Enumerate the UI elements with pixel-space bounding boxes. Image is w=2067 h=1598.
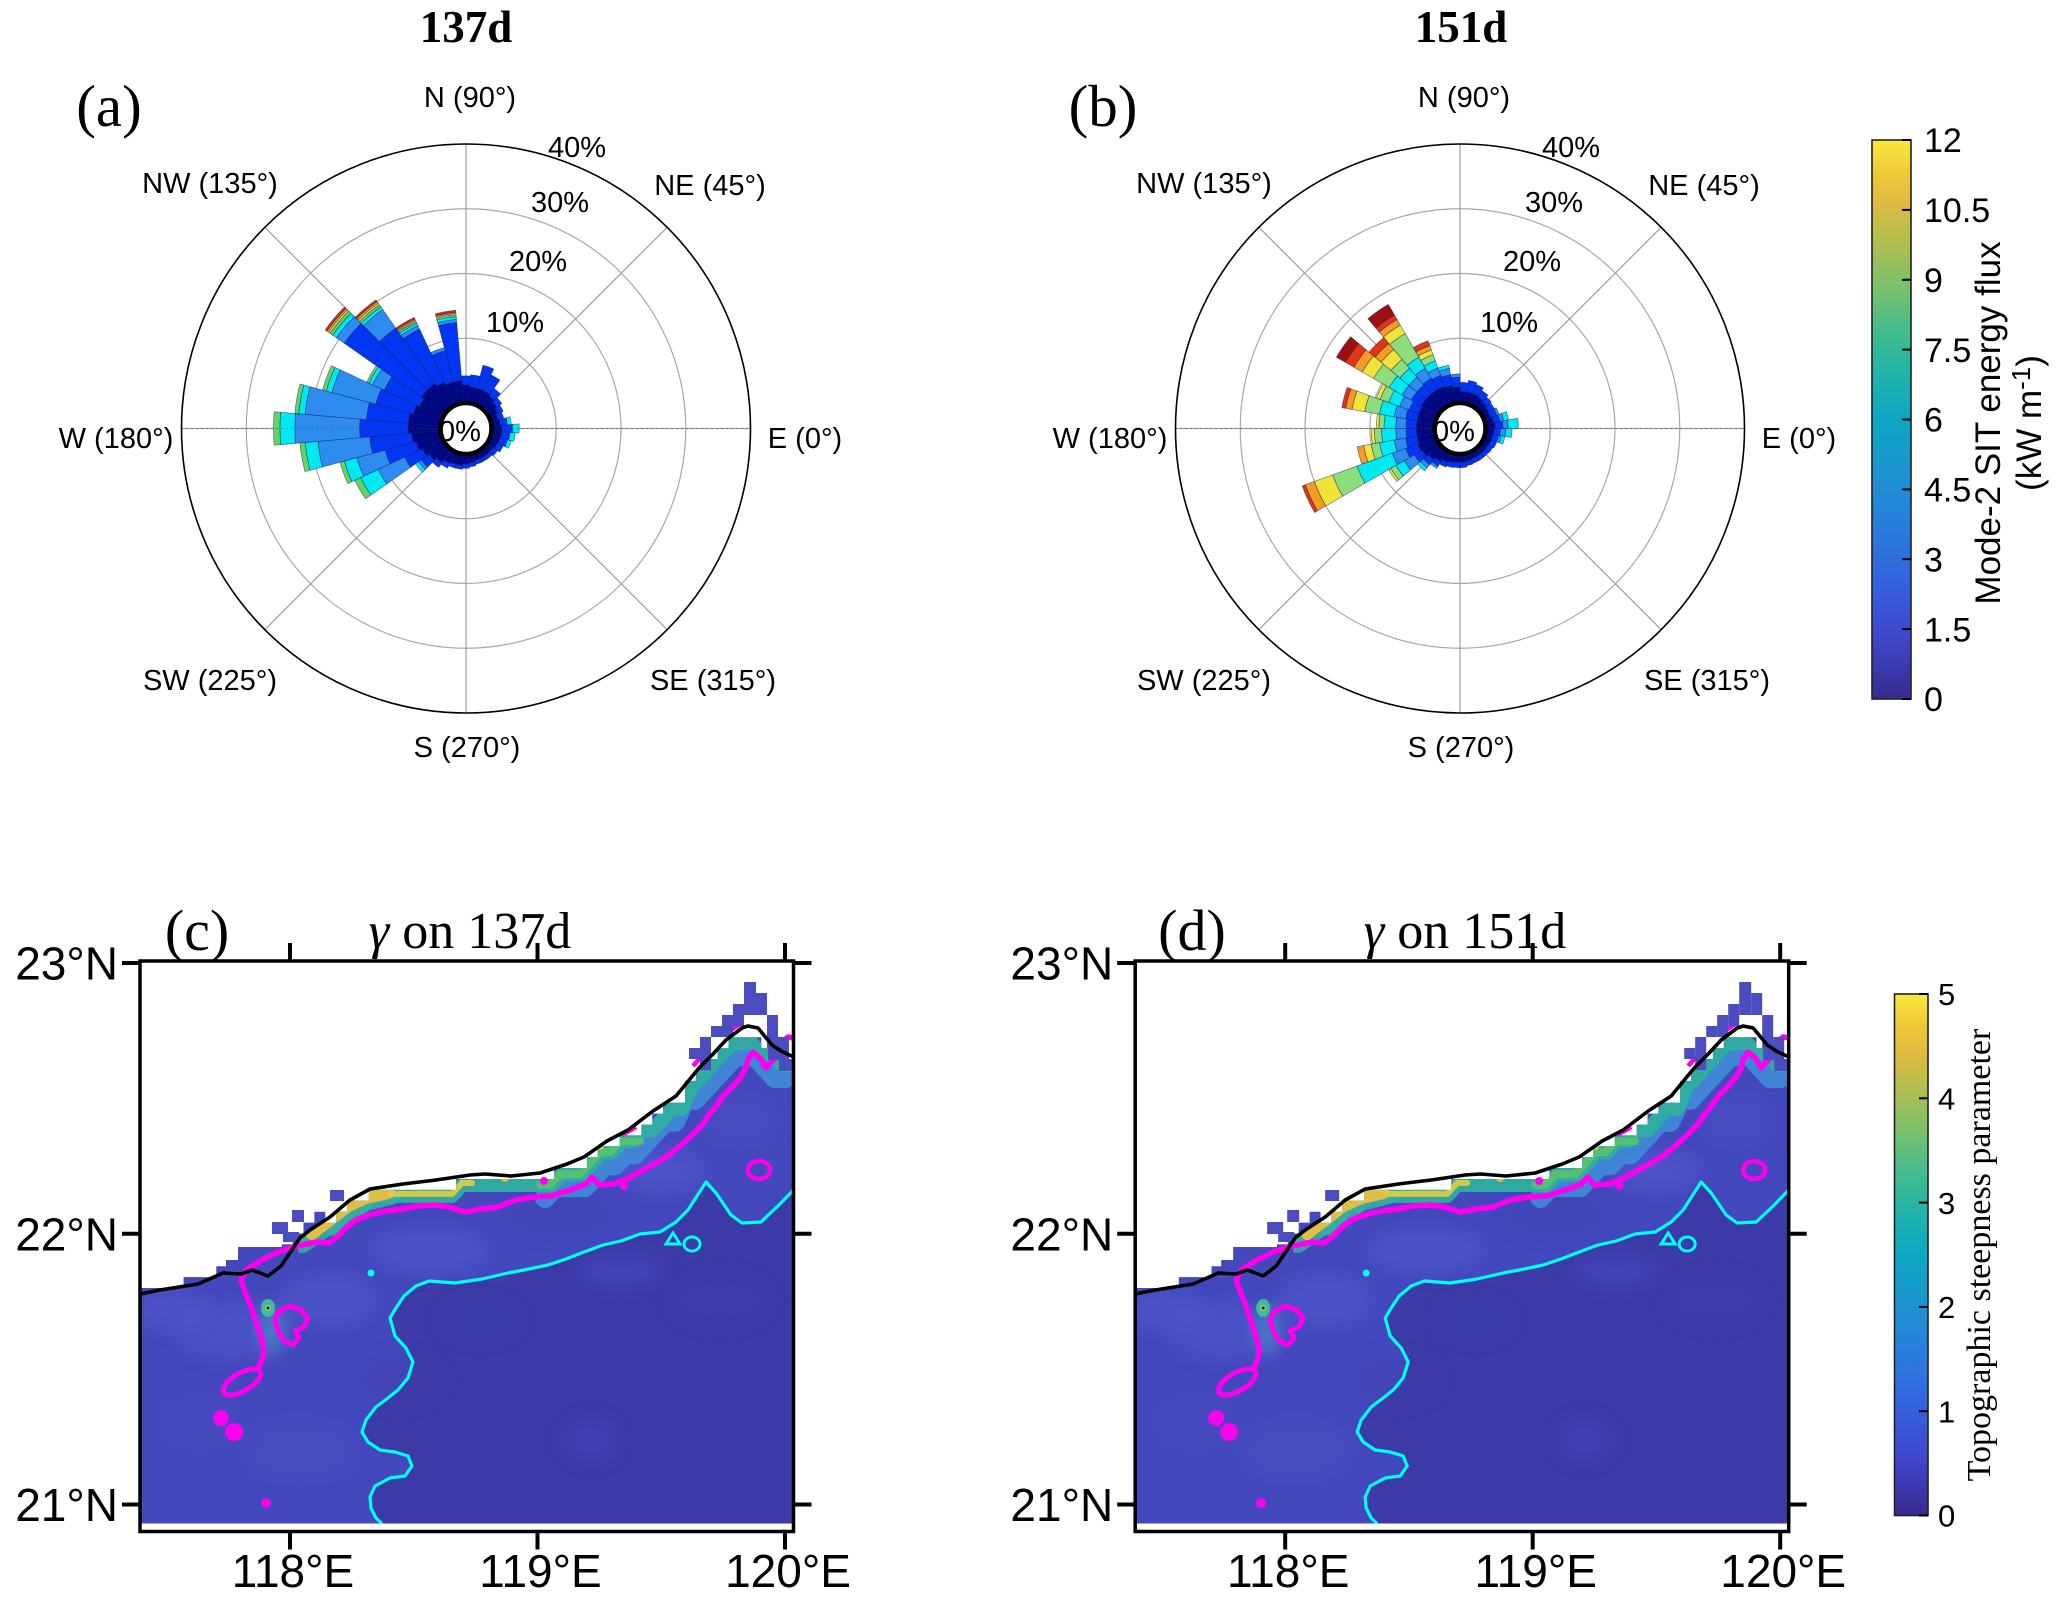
svg-text:SE (315°): SE (315°) xyxy=(1644,665,1770,697)
svg-text:0: 0 xyxy=(1924,681,1943,719)
svg-text:20%: 20% xyxy=(509,246,567,278)
svg-text:4: 4 xyxy=(1938,1082,1955,1117)
svg-text:SE (315°): SE (315°) xyxy=(650,665,776,697)
svg-text:N (90°): N (90°) xyxy=(1418,82,1510,114)
svg-text:1: 1 xyxy=(1938,1394,1955,1429)
svg-text:1.5: 1.5 xyxy=(1924,611,1971,649)
svg-text:21°N: 21°N xyxy=(1010,1479,1113,1531)
svg-text:NW (135°): NW (135°) xyxy=(142,168,278,200)
svg-text:7.5: 7.5 xyxy=(1924,332,1971,370)
svg-text:SW (225°): SW (225°) xyxy=(1137,665,1271,697)
svg-text:0%: 0% xyxy=(439,416,481,448)
svg-text:3: 3 xyxy=(1938,1186,1955,1221)
svg-text:4.5: 4.5 xyxy=(1924,472,1971,510)
svg-text:E (0°): E (0°) xyxy=(768,423,842,455)
svg-text:22°N: 22°N xyxy=(1010,1208,1113,1260)
svg-text:(a): (a) xyxy=(76,73,141,139)
svg-text:119°E: 119°E xyxy=(479,1545,601,1597)
svg-text:Mode-2 SIT energy flux: Mode-2 SIT energy flux xyxy=(1969,241,2008,605)
svg-text:(d): (d) xyxy=(1158,898,1226,963)
svg-text:N (90°): N (90°) xyxy=(424,82,516,114)
svg-text:(b): (b) xyxy=(1069,73,1138,139)
svg-text:NE (45°): NE (45°) xyxy=(654,170,766,202)
svg-text:γ on 137d: γ on 137d xyxy=(369,903,572,960)
svg-text:3: 3 xyxy=(1924,542,1943,580)
svg-text:120°E: 120°E xyxy=(1720,1545,1846,1597)
svg-text:0: 0 xyxy=(1938,1499,1955,1534)
svg-text:137d: 137d xyxy=(420,2,513,52)
svg-text:23°N: 23°N xyxy=(15,938,118,990)
svg-text:10%: 10% xyxy=(1480,307,1538,339)
svg-text:119°E: 119°E xyxy=(1474,1545,1596,1597)
svg-text:9: 9 xyxy=(1924,262,1943,300)
svg-text:22°N: 22°N xyxy=(15,1208,118,1260)
svg-text:0%: 0% xyxy=(1433,416,1475,448)
svg-text:118°E: 118°E xyxy=(1227,1545,1349,1597)
svg-text:6: 6 xyxy=(1924,402,1943,440)
svg-text:30%: 30% xyxy=(1525,187,1583,219)
svg-text:NW (135°): NW (135°) xyxy=(1136,168,1272,200)
svg-text:21°N: 21°N xyxy=(15,1479,118,1531)
svg-text:W (180°): W (180°) xyxy=(59,423,174,455)
svg-text:12: 12 xyxy=(1924,122,1962,160)
svg-text:5: 5 xyxy=(1938,977,1955,1012)
svg-text:Topographic steepness paramete: Topographic steepness parameter xyxy=(1961,1028,1998,1481)
svg-text:118°E: 118°E xyxy=(232,1545,354,1597)
svg-text:30%: 30% xyxy=(531,187,589,219)
svg-text:2: 2 xyxy=(1938,1290,1955,1325)
svg-text:(c): (c) xyxy=(165,898,229,963)
svg-text:10%: 10% xyxy=(486,307,544,339)
svg-text:SW (225°): SW (225°) xyxy=(143,665,277,697)
svg-text:S (270°): S (270°) xyxy=(414,732,521,764)
svg-text:40%: 40% xyxy=(1542,132,1600,164)
svg-text:10.5: 10.5 xyxy=(1924,192,1990,230)
svg-text:NE (45°): NE (45°) xyxy=(1648,170,1760,202)
svg-text:20%: 20% xyxy=(1503,246,1561,278)
svg-text:151d: 151d xyxy=(1415,2,1508,52)
svg-text:S (270°): S (270°) xyxy=(1408,732,1515,764)
svg-text:120°E: 120°E xyxy=(725,1545,851,1597)
svg-text:γ on 151d: γ on 151d xyxy=(1364,903,1567,960)
svg-text:W (180°): W (180°) xyxy=(1053,423,1168,455)
svg-text:23°N: 23°N xyxy=(1010,938,1113,990)
svg-text:40%: 40% xyxy=(548,132,606,164)
svg-text:E (0°): E (0°) xyxy=(1762,423,1836,455)
